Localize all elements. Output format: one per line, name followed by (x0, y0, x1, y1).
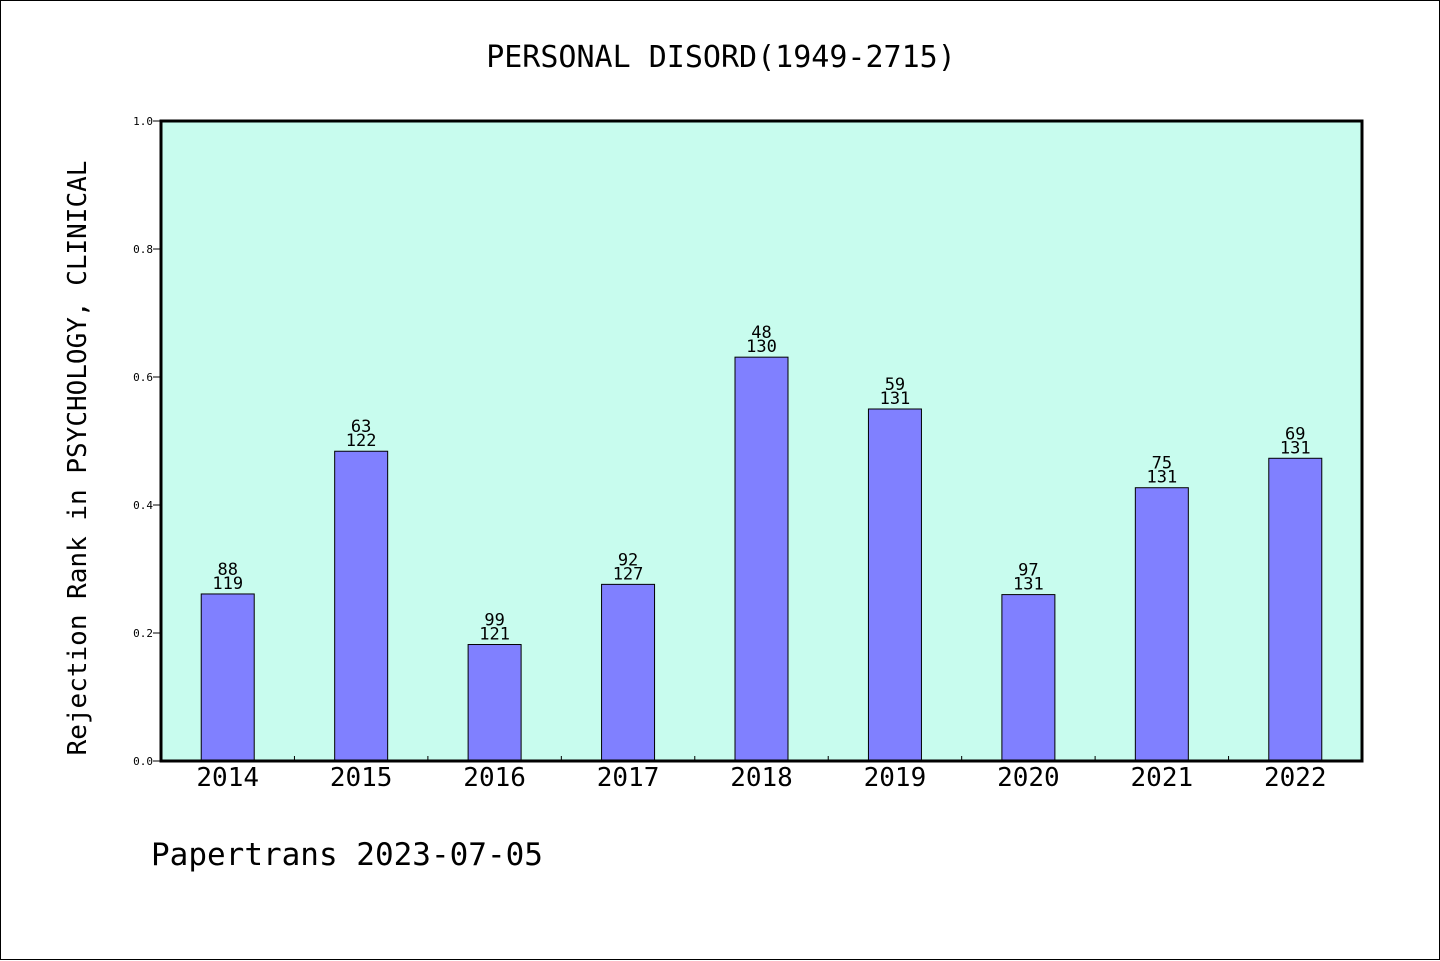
chart-title: PERSONAL DISORD(1949-2715) (486, 40, 956, 75)
bar-label-top: 63 (351, 417, 371, 437)
bar-label-bottom: 131 (1146, 468, 1177, 488)
x-tick-label: 2020 (997, 763, 1060, 793)
bar-label-bottom: 131 (880, 389, 911, 409)
bar (734, 356, 789, 762)
bar-series (200, 356, 1323, 762)
bar-label-top: 48 (751, 323, 771, 343)
footer-credit: Papertrans 2023-07-05 (151, 837, 543, 873)
y-tick-label: 0.6 (133, 371, 153, 384)
bar (1134, 487, 1189, 762)
plot-border (159, 119, 1364, 763)
bar-label-bottom: 119 (212, 574, 243, 594)
bar-label-bottom: 130 (746, 337, 777, 357)
bar-labels: 8811963122991219212748130591319713175131… (212, 323, 1310, 644)
y-tick-label: 1.0 (133, 115, 153, 128)
x-tick-label: 2019 (864, 763, 927, 793)
bar-label-top: 97 (1018, 561, 1038, 581)
bar-label-top: 59 (885, 375, 905, 395)
bar (601, 583, 656, 762)
bar-label-bottom: 131 (1013, 575, 1044, 595)
bar (467, 644, 522, 762)
bar-label-top: 69 (1285, 424, 1305, 444)
bar-label-top: 88 (217, 560, 237, 580)
y-axis: 0.0 0.2 0.4 0.6 0.8 1.0 (133, 115, 161, 768)
bar-label-top: 75 (1152, 454, 1172, 474)
y-tick-label: 0.8 (133, 243, 153, 256)
x-tick-label: 2022 (1264, 763, 1327, 793)
x-tick-label: 2015 (330, 763, 393, 793)
bar (1268, 457, 1323, 762)
y-tick-label: 0.0 (133, 755, 153, 768)
x-tick-label: 2017 (597, 763, 660, 793)
x-tick-label: 2018 (730, 763, 793, 793)
y-axis-label: Rejection Rank in PSYCHOLOGY, CLINICAL (63, 161, 93, 756)
bar-label-bottom: 131 (1280, 438, 1311, 458)
x-tick-label: 2014 (196, 763, 259, 793)
y-tick-label: 0.4 (133, 499, 153, 512)
bar-label-top: 99 (484, 611, 504, 631)
bar (1001, 594, 1056, 762)
bar-label-bottom: 121 (479, 625, 510, 645)
bar (334, 450, 389, 762)
bar-label-bottom: 122 (346, 431, 377, 451)
bar-label-bottom: 127 (613, 564, 644, 584)
bar (867, 408, 922, 762)
bar-label-top: 92 (618, 550, 638, 570)
x-axis: 2014 2015 2016 2017 2018 2019 2020 2021 2022 (196, 756, 1327, 793)
x-tick-label: 2021 (1131, 763, 1194, 793)
x-tick-label: 2016 (463, 763, 526, 793)
bar (200, 593, 255, 762)
y-tick-label: 0.2 (133, 627, 153, 640)
